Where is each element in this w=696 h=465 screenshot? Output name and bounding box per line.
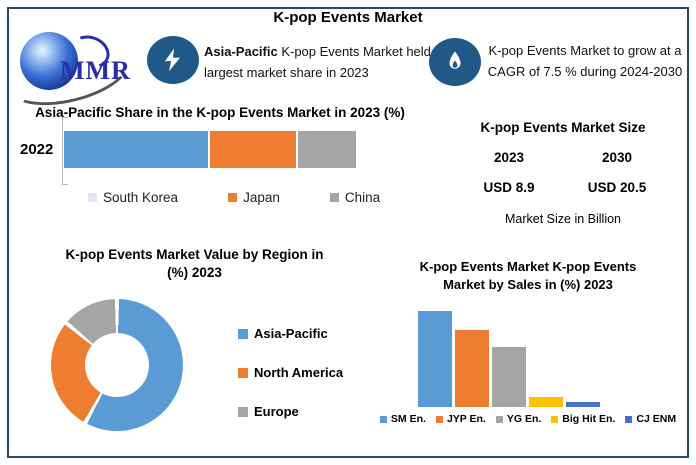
legend-label: CJ ENM: [636, 413, 677, 425]
legend-marker: [551, 415, 559, 423]
legend-marker: [379, 415, 387, 423]
legend-label: Asia-Pacific: [254, 326, 328, 341]
market-size-title: K-pop Events Market Size: [480, 120, 646, 135]
callout-cagr-text: K-pop Events Market to grow at a CAGR of…: [487, 43, 683, 79]
legend-label: YG En.: [506, 413, 542, 425]
legend-marker: [435, 415, 443, 423]
market-size-years: 2023 2030: [455, 150, 671, 165]
y-axis-line: [62, 117, 68, 185]
legend-item: CJ ENM: [625, 413, 676, 425]
bar: [529, 397, 563, 407]
bar: [418, 311, 452, 407]
bar-segment: [296, 131, 356, 168]
value-2023: USD 8.9: [483, 180, 535, 195]
donut-legend: Asia-Pacific North America Europe: [238, 326, 343, 419]
value-2030: USD 20.5: [587, 180, 647, 195]
legend-marker: [625, 415, 633, 423]
market-size-note: Market Size in Billion: [504, 212, 621, 226]
bars-group: [418, 311, 600, 407]
highlight-badge: [147, 36, 199, 84]
legend-marker: [228, 193, 238, 202]
legend-marker: [495, 415, 503, 423]
stacked-bar-plot: 2022: [18, 117, 422, 186]
stacked-bar-legend: South Korea Japan China: [88, 190, 422, 205]
sales-bar-legend: SM En. JYP En. YG En. Big Hit En. CJ ENM: [372, 413, 684, 425]
y-axis-category-label: 2022: [20, 141, 54, 158]
legend-item: JYP En.: [435, 413, 486, 425]
stacked-bar-chart: Asia-Pacific Share in the K-pop Events M…: [18, 104, 422, 205]
legend-marker: [329, 193, 339, 202]
donut-chart: K-pop Events Market Value by Region in (…: [22, 246, 367, 431]
legend-item: China: [329, 190, 381, 205]
sales-bar-plot: [372, 298, 684, 407]
legend-marker: [238, 406, 248, 417]
lightning-icon: [164, 48, 181, 72]
legend-label: North America: [254, 365, 344, 380]
sales-bar-chart: K-pop Events Market K-pop Events Market …: [372, 258, 684, 425]
legend-label: JYP En.: [446, 413, 486, 425]
mmr-logo: MMR: [1, 30, 154, 117]
legend-item: North America: [238, 365, 343, 380]
legend-label: SM En.: [390, 413, 426, 425]
market-size-values: USD 8.9 USD 20.5: [455, 180, 671, 195]
donut-chart-title: K-pop Events Market Value by Region in (…: [65, 247, 324, 280]
market-size-panel: K-pop Events Market Size 2023 2030 USD 8…: [455, 120, 671, 226]
legend-item: SM En.: [379, 413, 426, 425]
year-2023-label: 2023: [493, 150, 525, 165]
sales-bar-chart-title: K-pop Events Market K-pop Events Market …: [419, 259, 637, 292]
legend-marker: [238, 328, 248, 339]
legend-label: South Korea: [103, 190, 179, 205]
donut-plot: [51, 299, 183, 431]
callout-share-rest: K-pop Events Market held largest market …: [204, 44, 431, 80]
year-2030-label: 2030: [601, 150, 633, 165]
bar: [492, 347, 526, 407]
growth-badge: [429, 38, 481, 86]
legend-label: China: [344, 190, 381, 205]
legend-item: South Korea: [88, 190, 178, 205]
legend-item: YG En.: [495, 413, 542, 425]
legend-item: Big Hit En.: [551, 413, 615, 425]
logo-text: MMR: [60, 56, 131, 85]
page-title: K-pop Events Market: [273, 9, 423, 26]
stacked-bar-chart-title: Asia-Pacific Share in the K-pop Events M…: [35, 105, 405, 120]
legend-label: Big Hit En.: [562, 413, 616, 425]
globe-icon: [20, 32, 78, 90]
legend-item: Europe: [238, 404, 343, 419]
legend-label: Europe: [254, 404, 299, 419]
bar-segment: [208, 131, 297, 168]
flame-icon: [449, 51, 461, 69]
stacked-bar: [64, 131, 356, 168]
legend-item: Asia-Pacific: [238, 326, 343, 341]
legend-item: Japan: [228, 190, 280, 205]
legend-label: Japan: [243, 190, 280, 205]
bar: [566, 402, 600, 407]
callout-share-text: Asia-Pacific K-pop Events Market held la…: [204, 41, 436, 83]
bar-segment: [64, 131, 208, 168]
callout-share-bold: Asia-Pacific: [204, 44, 278, 59]
bar: [455, 330, 489, 407]
legend-marker: [88, 193, 97, 202]
legend-marker: [238, 367, 248, 378]
